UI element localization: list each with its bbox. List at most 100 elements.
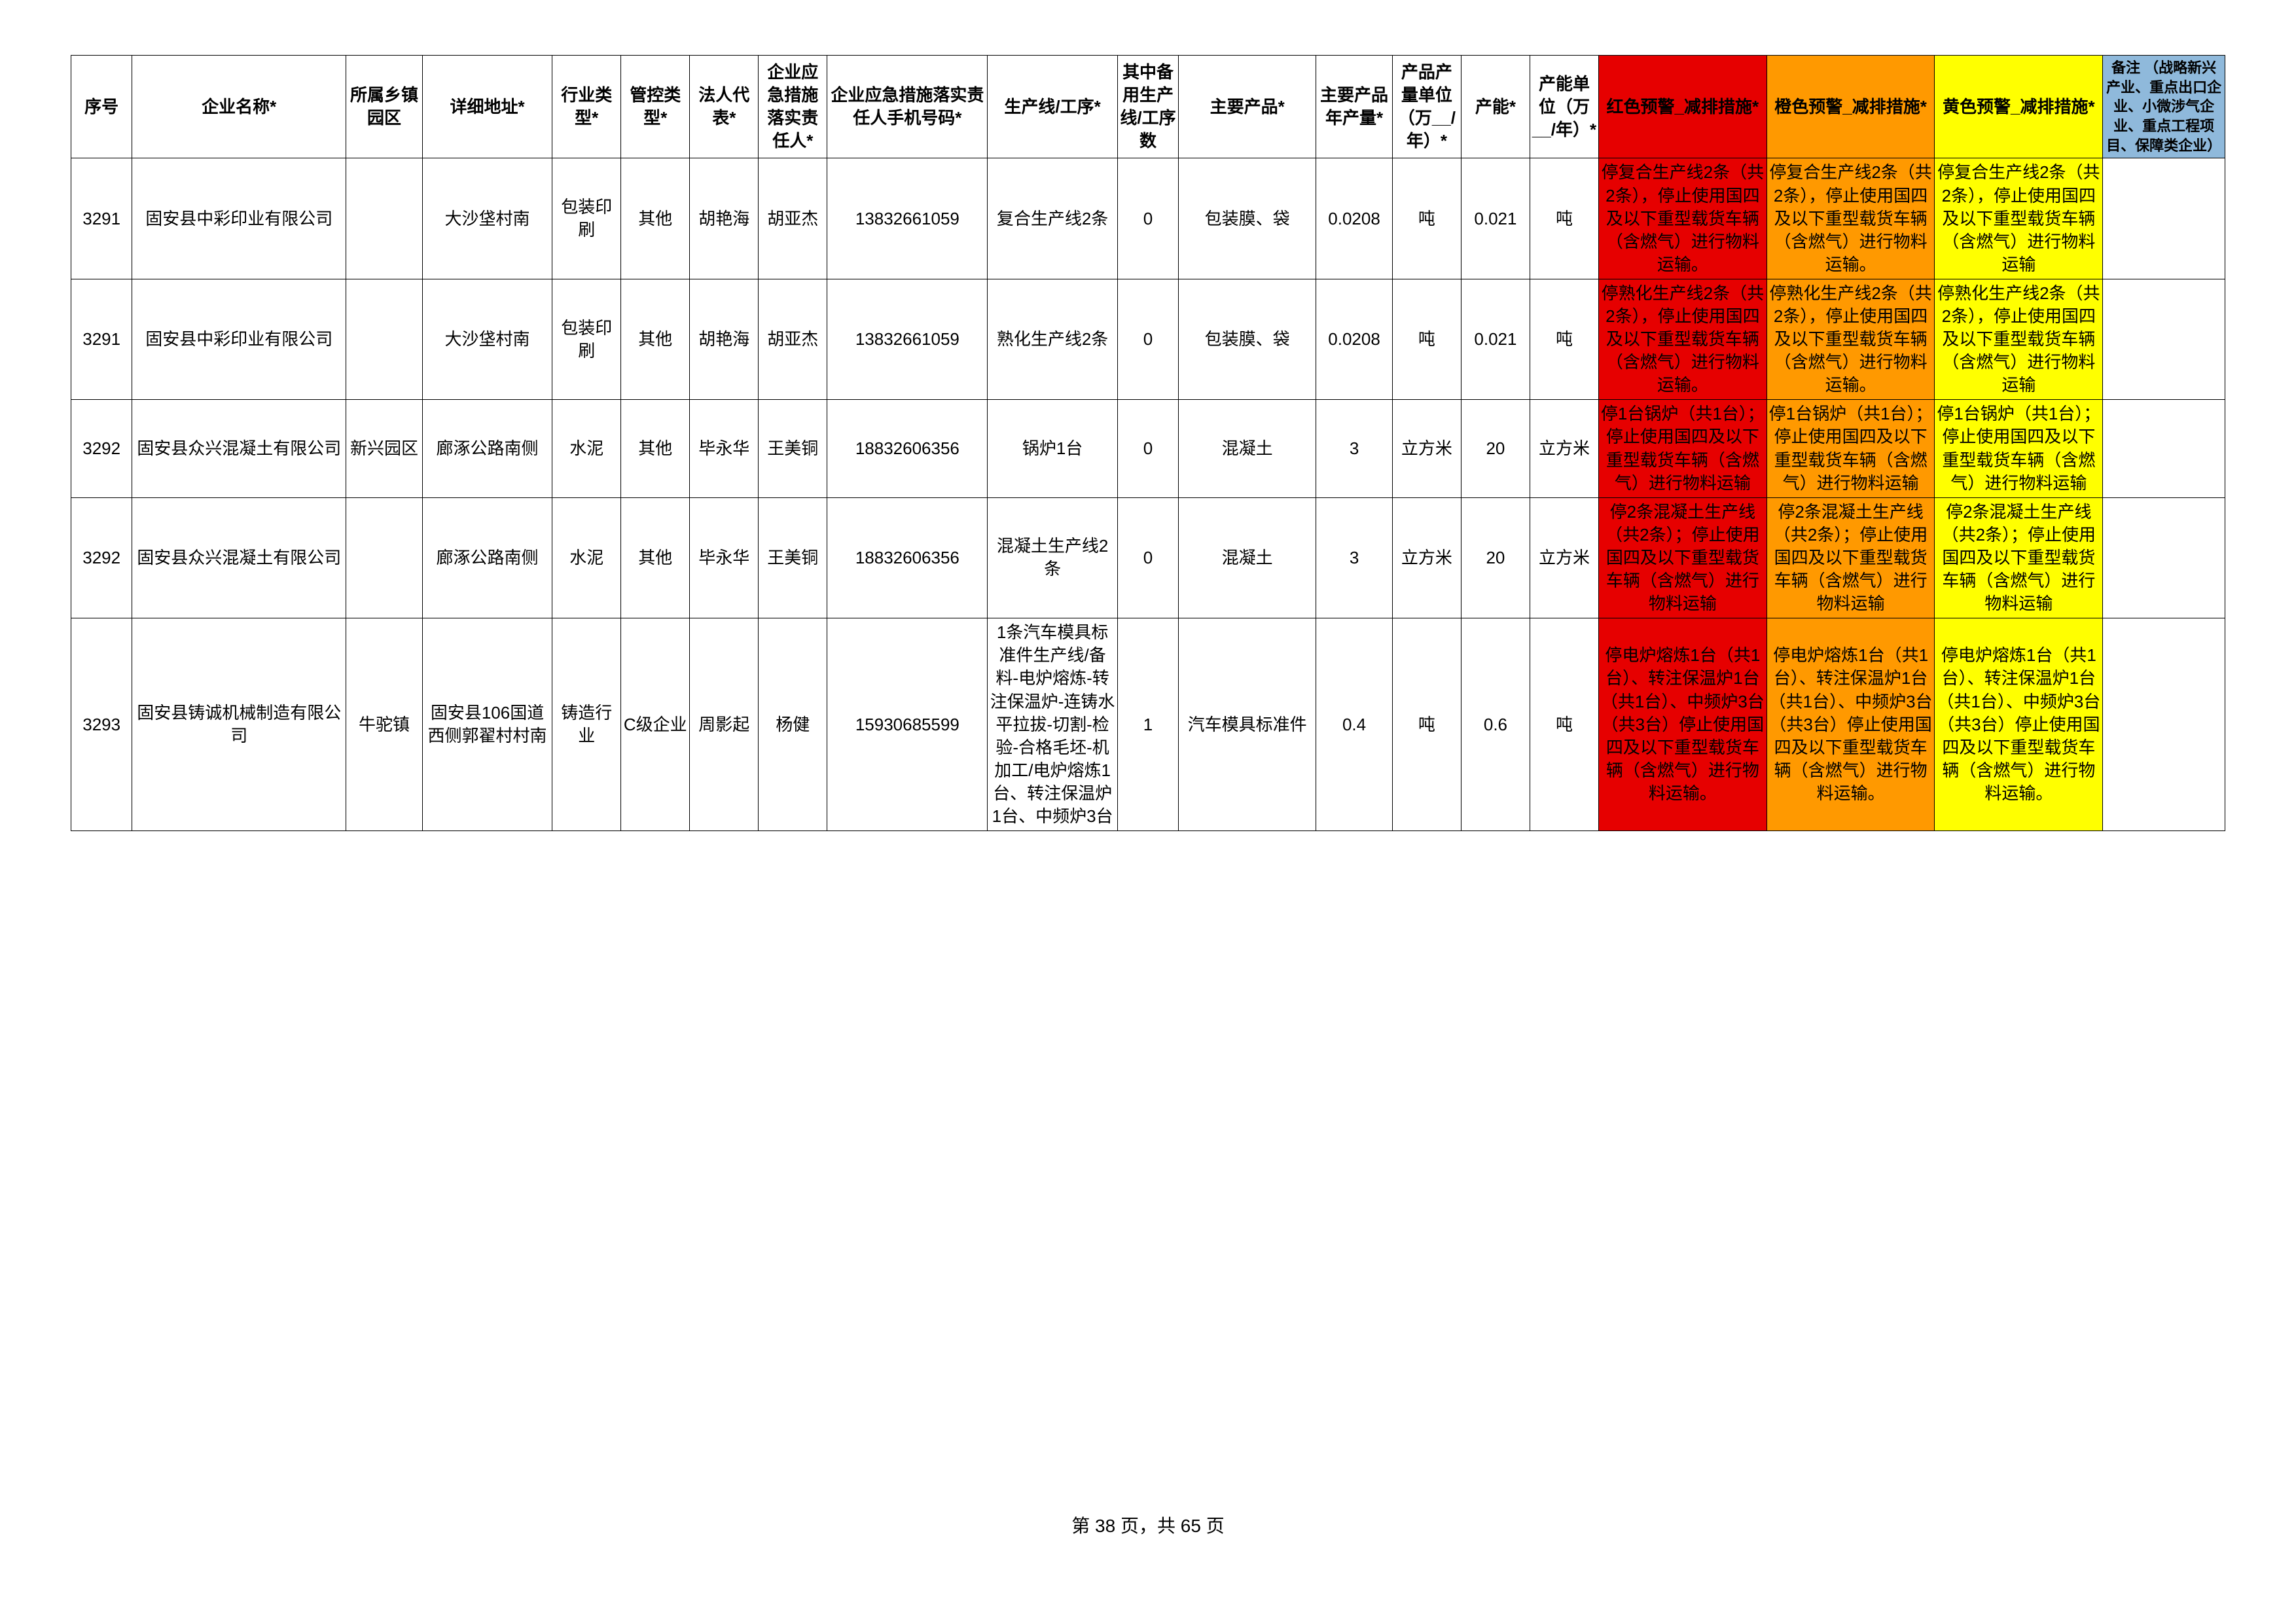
column-header: 产能* xyxy=(1461,56,1530,158)
note-cell xyxy=(2103,497,2225,618)
table-cell: 立方米 xyxy=(1530,497,1598,618)
table-cell: 其他 xyxy=(621,497,690,618)
column-header: 橙色预警_减排措施* xyxy=(1767,56,1935,158)
table-cell: 混凝土生产线2条 xyxy=(988,497,1117,618)
table-cell: 毕永华 xyxy=(690,400,759,497)
table-cell: 0 xyxy=(1117,497,1178,618)
table-row: 3291固安县中彩印业有限公司大沙垡村南包装印刷其他胡艳海胡亚杰13832661… xyxy=(71,279,2225,399)
column-header: 黄色预警_减排措施* xyxy=(1935,56,2103,158)
table-cell: 复合生产线2条 xyxy=(988,158,1117,279)
table-cell: 吨 xyxy=(1392,618,1461,831)
table-cell: 包装印刷 xyxy=(552,279,621,399)
table-cell: 固安县中彩印业有限公司 xyxy=(132,158,346,279)
yellow-warning-cell: 停2条混凝土生产线（共2条）；停止使用国四及以下重型载货车辆（含燃气）进行物料运… xyxy=(1935,497,2103,618)
table-cell: 胡艳海 xyxy=(690,279,759,399)
note-cell xyxy=(2103,400,2225,497)
column-header: 主要产品年产量* xyxy=(1316,56,1393,158)
red-warning-cell: 停2条混凝土生产线（共2条）；停止使用国四及以下重型载货车辆（含燃气）进行物料运… xyxy=(1598,497,1767,618)
table-cell: 铸造行业 xyxy=(552,618,621,831)
table-cell: 包装膜、袋 xyxy=(1179,279,1316,399)
column-header: 企业名称* xyxy=(132,56,346,158)
column-header: 产能单位（万__/年）* xyxy=(1530,56,1598,158)
table-cell: 胡艳海 xyxy=(690,158,759,279)
table-cell: 大沙垡村南 xyxy=(422,279,552,399)
table-cell: 固安县众兴混凝土有限公司 xyxy=(132,497,346,618)
table-cell: 0.021 xyxy=(1461,279,1530,399)
table-cell: 3292 xyxy=(71,497,132,618)
orange-warning-cell: 停电炉熔炼1台（共1台）、转注保温炉1台（共1台）、中频炉3台（共3台）停止使用… xyxy=(1767,618,1935,831)
table-cell: 吨 xyxy=(1392,158,1461,279)
table-cell: 周影起 xyxy=(690,618,759,831)
table-cell xyxy=(346,158,423,279)
table-cell: 水泥 xyxy=(552,497,621,618)
red-warning-cell: 停熟化生产线2条（共2条），停止使用国四及以下重型载货车辆（含燃气）进行物料运输… xyxy=(1598,279,1767,399)
table-cell: 毕永华 xyxy=(690,497,759,618)
table-cell: 18832606356 xyxy=(827,497,988,618)
table-cell: 3 xyxy=(1316,400,1393,497)
table-cell: 立方米 xyxy=(1530,400,1598,497)
table-cell: 3291 xyxy=(71,279,132,399)
table-cell: 混凝土 xyxy=(1179,497,1316,618)
column-header: 详细地址* xyxy=(422,56,552,158)
yellow-warning-cell: 停1台锅炉（共1台）；停止使用国四及以下重型载货车辆（含燃气）进行物料运输 xyxy=(1935,400,2103,497)
table-cell: 胡亚杰 xyxy=(759,279,827,399)
table-cell: 0.6 xyxy=(1461,618,1530,831)
table-cell: 13832661059 xyxy=(827,158,988,279)
table-cell: 0.0208 xyxy=(1316,279,1393,399)
note-cell xyxy=(2103,158,2225,279)
table-cell: 吨 xyxy=(1530,618,1598,831)
table-cell: 混凝土 xyxy=(1179,400,1316,497)
page-footer: 第 38 页，共 65 页 xyxy=(0,1512,2296,1538)
red-warning-cell: 停电炉熔炼1台（共1台）、转注保温炉1台（共1台）、中频炉3台（共3台）停止使用… xyxy=(1598,618,1767,831)
table-cell: 0.4 xyxy=(1316,618,1393,831)
column-header: 企业应急措施落实责任人手机号码* xyxy=(827,56,988,158)
table-cell: C级企业 xyxy=(621,618,690,831)
table-cell: 固安县中彩印业有限公司 xyxy=(132,279,346,399)
table-cell: 15930685599 xyxy=(827,618,988,831)
table-row: 3292固安县众兴混凝土有限公司新兴园区廊涿公路南侧水泥其他毕永华王美铜1883… xyxy=(71,400,2225,497)
table-cell: 1 xyxy=(1117,618,1178,831)
data-table: 序号企业名称*所属乡镇园区详细地址*行业类型*管控类型*法人代表*企业应急措施落… xyxy=(71,55,2225,831)
table-cell: 3292 xyxy=(71,400,132,497)
red-warning-cell: 停复合生产线2条（共2条），停止使用国四及以下重型载货车辆（含燃气）进行物料运输… xyxy=(1598,158,1767,279)
table-cell: 吨 xyxy=(1530,279,1598,399)
table-cell: 大沙垡村南 xyxy=(422,158,552,279)
table-cell: 汽车模具标准件 xyxy=(1179,618,1316,831)
red-warning-cell: 停1台锅炉（共1台）；停止使用国四及以下重型载货车辆（含燃气）进行物料运输 xyxy=(1598,400,1767,497)
table-cell: 固安县106国道西侧郭翟村村南 xyxy=(422,618,552,831)
table-cell: 王美铜 xyxy=(759,400,827,497)
table-cell: 20 xyxy=(1461,497,1530,618)
table-cell: 立方米 xyxy=(1392,400,1461,497)
column-header: 序号 xyxy=(71,56,132,158)
column-header: 企业应急措施落实责任人* xyxy=(759,56,827,158)
table-cell: 廊涿公路南侧 xyxy=(422,400,552,497)
table-row: 3292固安县众兴混凝土有限公司廊涿公路南侧水泥其他毕永华王美铜18832606… xyxy=(71,497,2225,618)
table-cell: 1条汽车模具标准件生产线/备料-电炉熔炼-转注保温炉-连铸水平拉拔-切割-检验-… xyxy=(988,618,1117,831)
table-cell: 其他 xyxy=(621,400,690,497)
column-header: 备注 （战略新兴产业、重点出口企业、小微涉气企业、重点工程项目、保障类企业） xyxy=(2103,56,2225,158)
table-cell: 0.0208 xyxy=(1316,158,1393,279)
orange-warning-cell: 停2条混凝土生产线（共2条）；停止使用国四及以下重型载货车辆（含燃气）进行物料运… xyxy=(1767,497,1935,618)
table-cell: 0 xyxy=(1117,158,1178,279)
table-cell: 包装膜、袋 xyxy=(1179,158,1316,279)
table-cell: 20 xyxy=(1461,400,1530,497)
table-cell: 固安县众兴混凝土有限公司 xyxy=(132,400,346,497)
table-cell: 牛驼镇 xyxy=(346,618,423,831)
column-header: 行业类型* xyxy=(552,56,621,158)
orange-warning-cell: 停1台锅炉（共1台）；停止使用国四及以下重型载货车辆（含燃气）进行物料运输 xyxy=(1767,400,1935,497)
table-cell: 0 xyxy=(1117,279,1178,399)
table-cell xyxy=(346,279,423,399)
table-cell: 熟化生产线2条 xyxy=(988,279,1117,399)
table-cell: 吨 xyxy=(1530,158,1598,279)
orange-warning-cell: 停熟化生产线2条（共2条），停止使用国四及以下重型载货车辆（含燃气）进行物料运输… xyxy=(1767,279,1935,399)
table-cell: 胡亚杰 xyxy=(759,158,827,279)
yellow-warning-cell: 停电炉熔炼1台（共1台）、转注保温炉1台（共1台）、中频炉3台（共3台）停止使用… xyxy=(1935,618,2103,831)
orange-warning-cell: 停复合生产线2条（共2条），停止使用国四及以下重型载货车辆（含燃气）进行物料运输… xyxy=(1767,158,1935,279)
table-cell: 3293 xyxy=(71,618,132,831)
table-row: 3293固安县铸诚机械制造有限公司牛驼镇固安县106国道西侧郭翟村村南铸造行业C… xyxy=(71,618,2225,831)
column-header: 管控类型* xyxy=(621,56,690,158)
table-cell: 18832606356 xyxy=(827,400,988,497)
table-cell: 包装印刷 xyxy=(552,158,621,279)
table-cell: 新兴园区 xyxy=(346,400,423,497)
column-header: 产品产量单位（万__/年）* xyxy=(1392,56,1461,158)
